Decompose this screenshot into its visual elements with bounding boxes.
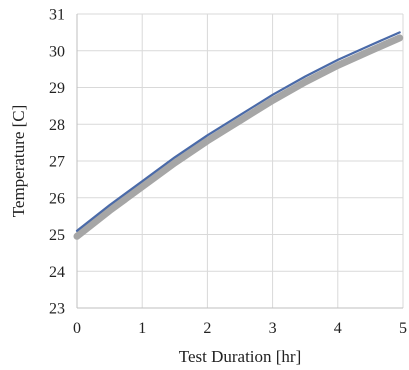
x-tick-label: 2	[203, 320, 211, 337]
y-tick-label: 24	[49, 264, 65, 281]
y-tick-label: 27	[49, 154, 65, 171]
y-axis-title: Temperature [C]	[9, 105, 28, 218]
y-tick-label: 28	[49, 117, 65, 134]
x-tick-label: 4	[334, 320, 342, 337]
y-tick-label: 30	[49, 43, 65, 60]
x-tick-label: 0	[73, 320, 81, 337]
y-tick-label: 29	[49, 80, 65, 97]
y-tick-label: 23	[49, 301, 65, 318]
y-tick-label: 25	[49, 227, 65, 244]
axes	[76, 14, 403, 309]
y-tick-label: 26	[49, 190, 65, 207]
x-axis-title: Test Duration [hr]	[179, 347, 302, 366]
series-group	[73, 31, 404, 240]
series-line-2	[75, 31, 401, 232]
y-tick-label: 31	[49, 7, 65, 24]
grid	[77, 13, 404, 308]
x-tick-label: 5	[399, 320, 407, 337]
x-tick-label: 1	[138, 320, 146, 337]
x-tick-label: 3	[269, 320, 277, 337]
series-line-1	[73, 34, 404, 240]
